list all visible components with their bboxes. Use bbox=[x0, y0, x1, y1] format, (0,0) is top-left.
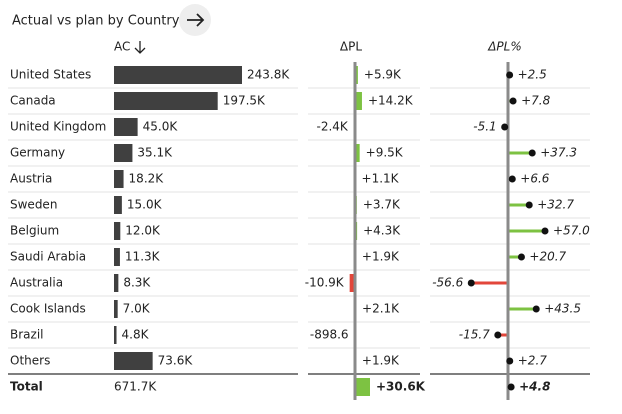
value-label: 45.0K bbox=[143, 120, 179, 134]
bar bbox=[114, 248, 120, 266]
category-label: Brazil bbox=[10, 328, 44, 342]
value-label: 35.1K bbox=[137, 146, 173, 160]
sort-icon bbox=[134, 41, 146, 54]
lollipop-dot bbox=[467, 279, 475, 287]
lollipop-dot bbox=[494, 331, 502, 339]
bar bbox=[114, 170, 124, 188]
category-label: Belgium bbox=[10, 224, 59, 238]
lollipop-dot bbox=[506, 357, 514, 365]
bar bbox=[114, 352, 153, 370]
value-label: -898.6 bbox=[310, 328, 349, 342]
lollipop-dot bbox=[528, 149, 536, 157]
value-label: -56.6 bbox=[432, 276, 463, 290]
category-label: Australia bbox=[10, 276, 63, 290]
total-label: 671.7K bbox=[114, 380, 157, 394]
value-label: 11.3K bbox=[125, 250, 161, 264]
value-label: +1.9K bbox=[362, 250, 400, 264]
lollipop-dot bbox=[517, 253, 525, 261]
lollipop-dot bbox=[508, 175, 516, 183]
bar bbox=[114, 222, 121, 240]
chart-title: Actual vs plan by Country bbox=[12, 14, 180, 29]
value-label: 8.3K bbox=[123, 276, 151, 290]
variance-bar bbox=[355, 92, 362, 110]
lollipop-dot bbox=[501, 123, 509, 131]
category-label: Canada bbox=[10, 94, 56, 108]
variance-bar bbox=[355, 378, 370, 396]
category-label: Austria bbox=[10, 172, 52, 186]
bar bbox=[114, 144, 133, 162]
value-label: -5.1 bbox=[473, 120, 496, 134]
column-title: ΔPL bbox=[340, 40, 362, 54]
value-label: +6.6 bbox=[520, 172, 550, 186]
value-label: 18.2K bbox=[129, 172, 165, 186]
value-label: -15.7 bbox=[459, 328, 490, 342]
value-label: +4.3K bbox=[363, 224, 401, 238]
value-label: +9.5K bbox=[366, 146, 404, 160]
bar bbox=[114, 118, 138, 136]
lollipop-dot bbox=[509, 97, 517, 105]
value-label: +2.1K bbox=[362, 302, 400, 316]
value-label: +1.1K bbox=[362, 172, 400, 186]
value-label: +43.5 bbox=[544, 302, 581, 316]
bar bbox=[114, 274, 119, 292]
variance-bar bbox=[355, 144, 360, 162]
category-label: United Kingdom bbox=[10, 120, 106, 134]
value-label: 4.8K bbox=[122, 328, 150, 342]
value-label: +4.8 bbox=[519, 380, 550, 394]
column-title: ΔPL% bbox=[487, 40, 522, 54]
lollipop-dot bbox=[532, 305, 540, 313]
category-label: Sweden bbox=[10, 198, 57, 212]
value-label: +37.3 bbox=[540, 146, 577, 160]
bar bbox=[114, 300, 118, 318]
value-label: +5.9K bbox=[364, 68, 402, 82]
bar bbox=[114, 196, 122, 214]
bar bbox=[114, 66, 242, 84]
lollipop-dot bbox=[507, 383, 515, 391]
category-label: Others bbox=[10, 354, 50, 368]
value-label: +57.0 bbox=[553, 224, 590, 238]
value-label: 197.5K bbox=[223, 94, 266, 108]
next-button[interactable] bbox=[179, 4, 211, 36]
value-label: +3.7K bbox=[363, 198, 401, 212]
value-label: +2.7 bbox=[518, 354, 548, 368]
value-label: 243.8K bbox=[247, 68, 290, 82]
value-label: 7.0K bbox=[123, 302, 151, 316]
value-label: -10.9K bbox=[305, 276, 345, 290]
bar bbox=[114, 92, 218, 110]
lollipop-dot bbox=[525, 201, 533, 209]
value-label: +1.9K bbox=[362, 354, 400, 368]
value-label: +30.6K bbox=[376, 380, 426, 394]
bar bbox=[114, 326, 117, 344]
lollipop-dot bbox=[506, 71, 514, 79]
category-label: Saudi Arabia bbox=[10, 250, 86, 264]
value-label: +32.7 bbox=[537, 198, 574, 212]
value-label: +20.7 bbox=[529, 250, 566, 264]
category-label: Total bbox=[10, 380, 43, 394]
category-label: United States bbox=[10, 68, 91, 82]
value-label: +14.2K bbox=[368, 94, 414, 108]
value-label: -2.4K bbox=[317, 120, 349, 134]
category-label: Germany bbox=[10, 146, 65, 160]
value-label: 15.0K bbox=[127, 198, 163, 212]
value-label: +2.5 bbox=[518, 68, 547, 82]
lollipop-dot bbox=[541, 227, 549, 235]
column-title: AC bbox=[114, 40, 130, 54]
value-label: 73.6K bbox=[158, 354, 194, 368]
value-label: +7.8 bbox=[521, 94, 551, 108]
variance-bar bbox=[349, 274, 355, 292]
value-label: 12.0K bbox=[125, 224, 161, 238]
category-label: Cook Islands bbox=[10, 302, 86, 316]
